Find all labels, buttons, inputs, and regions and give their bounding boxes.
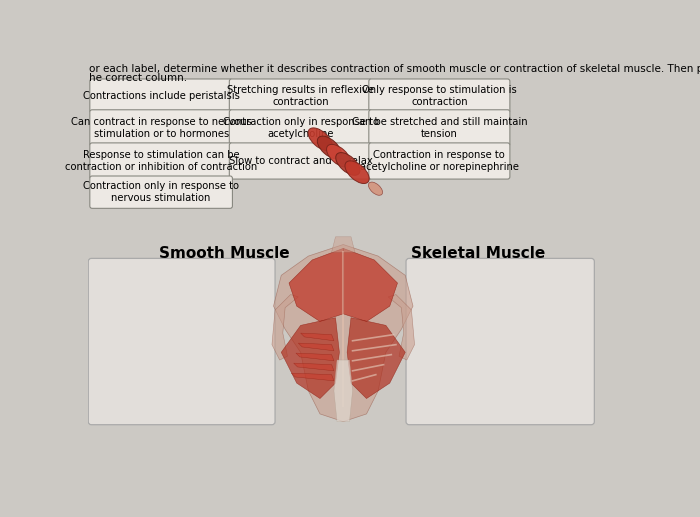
Text: Contraction only in response to
nervous stimulation: Contraction only in response to nervous … (83, 181, 239, 203)
Polygon shape (296, 353, 334, 361)
FancyBboxPatch shape (90, 110, 232, 146)
Text: he correct column.: he correct column. (89, 73, 187, 83)
Polygon shape (347, 317, 405, 399)
Text: Slow to contract and to relax: Slow to contract and to relax (229, 156, 372, 166)
Text: Contraction in response to
acetylcholine or norepinephrine: Contraction in response to acetylcholine… (360, 150, 519, 172)
Text: Contraction only in response to
acetylcholine: Contraction only in response to acetylch… (223, 117, 379, 139)
Polygon shape (389, 295, 414, 360)
FancyBboxPatch shape (88, 258, 275, 424)
FancyBboxPatch shape (230, 143, 372, 179)
Text: Stretching results in reflexive
contraction: Stretching results in reflexive contract… (227, 85, 374, 107)
Ellipse shape (317, 136, 342, 159)
Polygon shape (272, 295, 298, 360)
Text: Only response to stimulation is
contraction: Only response to stimulation is contract… (362, 85, 517, 107)
Text: Smooth Muscle: Smooth Muscle (159, 246, 289, 261)
Polygon shape (291, 373, 334, 381)
FancyBboxPatch shape (369, 79, 510, 113)
Polygon shape (343, 248, 398, 322)
FancyBboxPatch shape (230, 110, 372, 146)
FancyBboxPatch shape (90, 79, 232, 113)
Ellipse shape (308, 128, 332, 150)
FancyBboxPatch shape (230, 79, 372, 113)
Ellipse shape (345, 161, 369, 184)
Polygon shape (300, 333, 334, 341)
Polygon shape (289, 248, 343, 322)
Text: Skeletal Muscle: Skeletal Muscle (412, 246, 546, 261)
Polygon shape (332, 237, 355, 252)
FancyBboxPatch shape (90, 143, 232, 179)
FancyBboxPatch shape (369, 143, 510, 179)
Polygon shape (294, 363, 334, 371)
Polygon shape (281, 317, 340, 399)
Text: Contractions include peristalsis: Contractions include peristalsis (83, 91, 239, 101)
Polygon shape (298, 343, 334, 351)
Ellipse shape (326, 144, 351, 167)
FancyBboxPatch shape (406, 258, 594, 424)
Text: or each label, determine whether it describes contraction of smooth muscle or co: or each label, determine whether it desc… (89, 64, 700, 73)
Text: Response to stimulation can be
contraction or inhibition of contraction: Response to stimulation can be contracti… (65, 150, 258, 172)
FancyBboxPatch shape (90, 176, 232, 208)
Text: Can be stretched and still maintain
tension: Can be stretched and still maintain tens… (351, 117, 527, 139)
Polygon shape (274, 245, 413, 422)
FancyBboxPatch shape (369, 110, 510, 146)
Ellipse shape (336, 153, 360, 175)
Text: Can contract in response to nervous
stimulation or to hormones: Can contract in response to nervous stim… (71, 117, 251, 139)
Polygon shape (334, 360, 353, 422)
Ellipse shape (368, 182, 383, 195)
